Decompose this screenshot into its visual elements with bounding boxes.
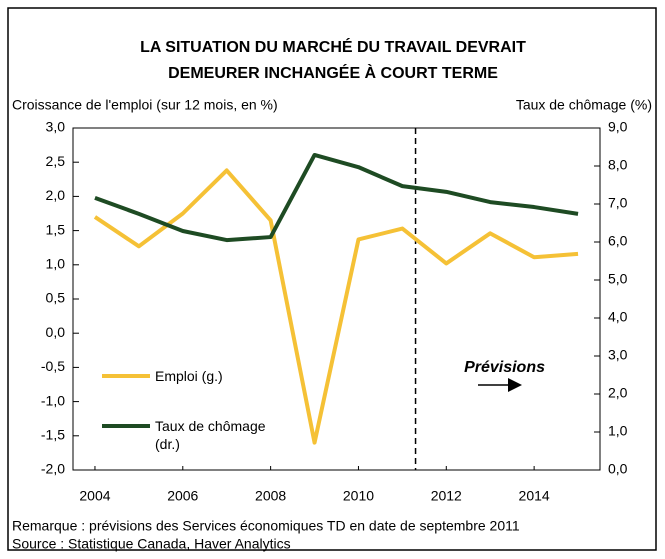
- y-tick-label: 3,0: [46, 119, 66, 135]
- chart-title: DEMEURER INCHANGÉE À COURT TERME: [168, 63, 498, 82]
- y-tick-label: 1,5: [46, 221, 66, 237]
- y2-tick-label: 1,0: [608, 423, 628, 439]
- y2-tick-label: 8,0: [608, 157, 628, 173]
- note: Remarque : prévisions des Services écono…: [12, 518, 520, 534]
- legend-label: Taux de chômage (dr.): [155, 418, 266, 452]
- y2-tick-label: 6,0: [608, 233, 628, 249]
- x-tick-label: 2014: [519, 488, 550, 504]
- y2-tick-label: 0,0: [608, 461, 628, 477]
- y2-tick-label: 2,0: [608, 385, 628, 401]
- y-tick-label: -2,0: [41, 461, 65, 477]
- y2-tick-label: 3,0: [608, 347, 628, 363]
- y-tick-label: 2,0: [46, 187, 66, 203]
- y-tick-label: -0,5: [41, 358, 65, 374]
- note: Source : Statistique Canada, Haver Analy…: [12, 536, 291, 552]
- x-tick-label: 2006: [167, 488, 198, 504]
- annotation: Prévisions: [464, 359, 545, 376]
- y-tick-label: -1,0: [41, 392, 65, 408]
- x-tick-label: 2008: [255, 488, 286, 504]
- y2-axis-label: Taux de chômage (%): [516, 97, 652, 113]
- series-line: [94, 152, 579, 243]
- y2-tick-label: 5,0: [608, 271, 628, 287]
- x-tick-label: 2010: [343, 488, 374, 504]
- series-line: [93, 168, 579, 445]
- y-tick-label: 1,0: [46, 256, 66, 272]
- y2-tick-label: 4,0: [608, 309, 628, 325]
- y-axis-label: Croissance de l'emploi (sur 12 mois, en …: [12, 97, 278, 113]
- x-tick-label: 2004: [79, 488, 110, 504]
- y2-tick-label: 7,0: [608, 195, 628, 211]
- y-tick-label: -1,5: [41, 427, 65, 443]
- arrow-head: [508, 378, 522, 392]
- legend-label: Emploi (g.): [155, 368, 223, 384]
- y-tick-label: 0,5: [46, 290, 66, 306]
- x-tick-label: 2012: [431, 488, 462, 504]
- chart-title: LA SITUATION DU MARCHÉ DU TRAVAIL DEVRAI…: [140, 37, 526, 56]
- frame: [7, 7, 657, 551]
- y2-tick-label: 9,0: [608, 119, 628, 135]
- y-tick-label: 2,5: [46, 153, 66, 169]
- y-tick-label: 0,0: [46, 324, 66, 340]
